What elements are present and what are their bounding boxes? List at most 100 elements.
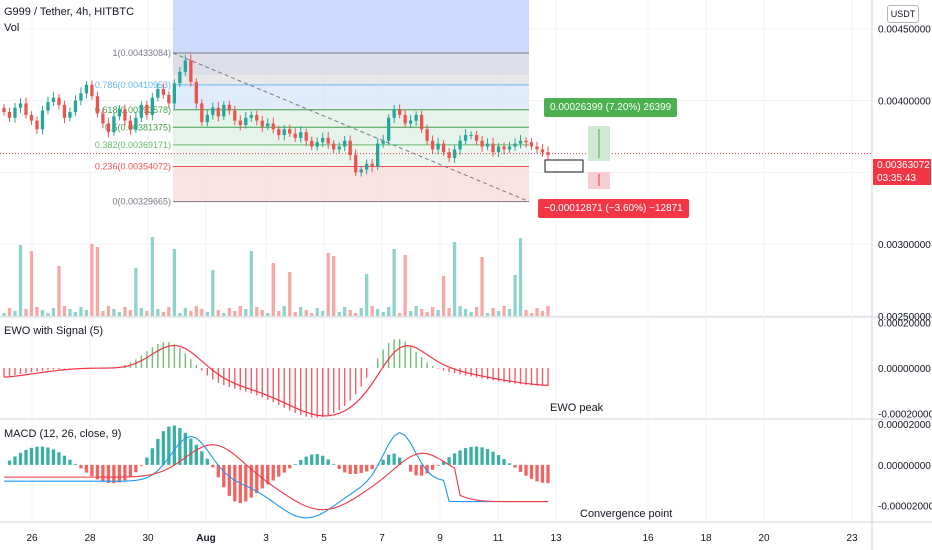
macd-signal-line [4,444,548,511]
macd-bar [474,446,479,465]
candle-body [458,140,462,150]
volume-bar [205,312,209,316]
ewo-bar [481,368,483,379]
volume-bar [178,313,182,316]
ewo-bar [8,368,11,377]
ewo-bar [41,368,44,371]
candle-body [13,107,17,118]
candle-body [491,143,495,153]
ewo-bar [376,358,379,368]
candle-body [101,113,105,124]
volume-bar [359,308,363,316]
ewo-peak-annotation: EWO peak [550,402,604,414]
ewo-tick-label: 0.00000000 [878,364,931,375]
ewo-bar [146,351,148,368]
volume-bar [216,310,220,316]
ewo-bar [52,368,55,370]
ewo-bar [151,347,154,368]
candle-body [447,152,451,158]
macd-bar [513,464,517,468]
macd-bar [238,464,242,504]
volume-bar [84,310,89,316]
macd-bar [117,464,122,483]
macd-bar [469,446,473,465]
candle-body [348,140,352,156]
macd-bar [134,464,138,473]
currency-button[interactable]: USDT [887,5,919,23]
macd-bar [310,454,314,465]
macd-bar [321,455,325,465]
volume-bar [441,276,446,316]
macd-bar [90,464,94,477]
volume-bar [161,312,166,316]
time-tick-label: 28 [84,533,96,544]
macd-bar [222,464,226,488]
countdown-tag: 03:35:43 [873,172,931,185]
ewo-bar [294,368,296,413]
macd-bar [161,431,166,465]
time-tick-label: 16 [642,533,654,544]
volume-bar [73,312,78,316]
candle-body [419,114,424,130]
macd-bar [51,449,56,465]
volume-bar [277,311,281,316]
macd-bar [112,464,116,484]
candle-body [172,83,176,104]
candle-body [414,114,418,121]
macd-bar [62,455,67,465]
candle-body [183,60,187,72]
symbol-title: G999 / Tether, 4h, HITBTC [4,6,135,18]
macd-bar [343,464,347,473]
ewo-bar [140,355,143,368]
volume-bar [348,310,352,316]
volume-bar [447,308,451,316]
candle-body [156,89,160,98]
candle-body [18,103,23,108]
ewo-bar [300,368,302,416]
volume-bar [211,270,215,316]
ewo-bar [343,368,346,406]
volume-bar [35,307,39,316]
fib-level-label: 0.382(0.00369171) [95,140,171,150]
fib-retracement[interactable]: 1(0.00433084) 0.786(0.00410953) 0.618(0.00… [95,0,530,207]
ewo-bar [316,368,318,418]
ewo-bar [519,368,522,385]
ewo-bar [508,368,511,383]
ewo-bar [184,353,187,368]
ewo-bar [223,368,225,386]
volume-bar [386,307,391,316]
candle-body [106,123,111,133]
position-tools[interactable] [544,126,610,189]
ewo-bar [470,368,472,377]
volume-bar [337,312,341,316]
ewo-bar [311,368,313,418]
macd-bar [419,464,424,476]
volume-bar [310,313,314,316]
ewo-bar [442,368,445,371]
ewo-bar [245,368,247,392]
candle-body [7,112,12,118]
long-position-label[interactable]: 0.00026399 (7.20%) 26399 [544,98,678,117]
short-position-label[interactable]: −0.00012871 (−3.60%) −12871 [538,199,689,218]
ewo-bar [278,368,280,406]
ewo-bar [250,368,252,394]
ewo-bar [393,339,395,368]
candle-body [282,129,286,136]
time-tick-label: 26 [26,533,38,544]
ewo-bar [162,342,165,368]
macd-histogram [4,425,550,519]
volume-bar [546,306,550,316]
candle-body [95,96,100,114]
candle-body [370,163,374,167]
time-tick-label: 7 [379,533,385,544]
volume-bar [139,308,144,316]
candle-body [403,114,407,124]
candle-body [73,100,78,113]
ewo-bar [464,368,467,376]
time-tick-label: 13 [550,533,562,544]
volume-bar [436,310,440,316]
ewo-bar [453,368,456,374]
volume-bar [167,307,171,316]
macd-bar [95,464,100,480]
